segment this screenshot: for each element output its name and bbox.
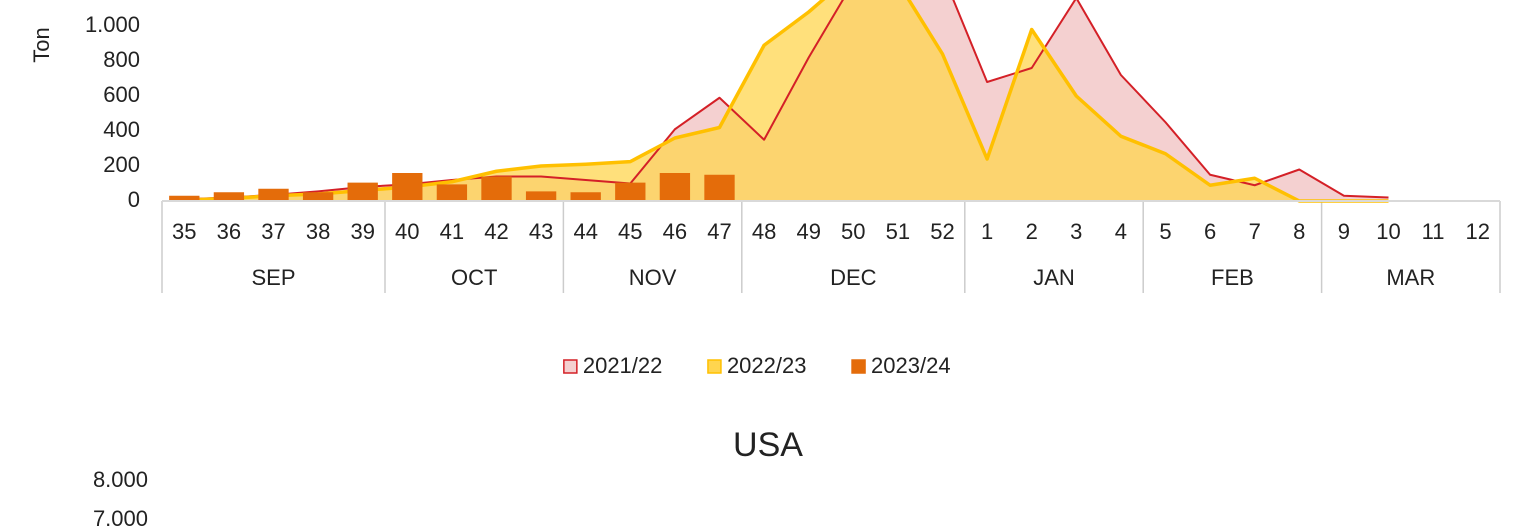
line <box>184 0 1389 203</box>
x-group-label: FEB <box>1211 265 1254 290</box>
x-tick-label: 39 <box>350 219 374 244</box>
y-axis-label: Ton <box>29 27 54 62</box>
legend-label: 2023/24 <box>871 353 951 378</box>
x-group-label: NOV <box>629 265 677 290</box>
area-lines <box>184 0 1389 203</box>
x-tick-label: 5 <box>1159 219 1171 244</box>
x-tick-label: 11 <box>1422 219 1445 244</box>
x-tick-label: 4 <box>1115 219 1127 244</box>
bar <box>525 191 557 201</box>
x-tick-label: 45 <box>618 219 642 244</box>
legend-swatch <box>851 359 866 374</box>
chart-title: USA <box>733 426 803 464</box>
bar <box>615 182 646 201</box>
y-tick-label: 800 <box>103 47 140 72</box>
y-tick-label: 200 <box>103 152 140 177</box>
legend-swatch <box>707 359 722 374</box>
x-tick-label: 50 <box>841 219 865 244</box>
bars <box>169 173 735 201</box>
x-tick-label: 51 <box>886 219 910 244</box>
x-group-label: MAR <box>1386 265 1435 290</box>
x-group-label: SEP <box>251 265 295 290</box>
x-tick-label: 9 <box>1338 219 1350 244</box>
x-tick-label: 48 <box>752 219 776 244</box>
x-tick-label: 43 <box>529 219 553 244</box>
bar <box>169 195 200 201</box>
x-tick-label: 40 <box>395 219 419 244</box>
y-tick-label: 7.000 <box>93 506 148 531</box>
legend-label: 2022/23 <box>727 353 807 378</box>
x-tick-label: 35 <box>172 219 196 244</box>
x-tick-label: 2 <box>1026 219 1038 244</box>
bar <box>258 188 289 201</box>
x-tick-label: 12 <box>1465 219 1489 244</box>
bar <box>481 176 512 201</box>
y-tick-label: 600 <box>103 82 140 107</box>
x-group-label: DEC <box>830 265 877 290</box>
x-tick-label: 46 <box>663 219 687 244</box>
legend-swatch <box>563 359 578 374</box>
x-tick-label: 47 <box>707 219 731 244</box>
x-tick-label: 10 <box>1376 219 1400 244</box>
x-tick-label: 42 <box>484 219 508 244</box>
legend-label: 2021/22 <box>583 353 663 378</box>
y-tick-label: 400 <box>103 117 140 142</box>
x-tick-label: 1 <box>981 219 993 244</box>
bar <box>570 192 601 201</box>
bar <box>659 173 691 201</box>
x-tick-label: 3 <box>1070 219 1082 244</box>
bar <box>392 173 423 201</box>
x-tick-label: 44 <box>573 219 597 244</box>
x-tick-label: 49 <box>796 219 820 244</box>
x-group-label: OCT <box>451 265 497 290</box>
x-group-label: JAN <box>1033 265 1075 290</box>
y-tick-label: 1.000 <box>85 12 140 37</box>
x-tick-label: 37 <box>261 219 285 244</box>
bar <box>347 182 378 201</box>
x-tick-label: 8 <box>1293 219 1305 244</box>
x-tick-label: 52 <box>930 219 954 244</box>
bar <box>704 174 735 201</box>
x-tick-label: 6 <box>1204 219 1216 244</box>
x-tick-label: 36 <box>217 219 241 244</box>
y-tick-label: 0 <box>128 187 140 212</box>
y-tick-label: 8.000 <box>93 467 148 492</box>
bar <box>302 192 334 201</box>
x-tick-label: 7 <box>1249 219 1261 244</box>
x-tick-label: 41 <box>440 219 464 244</box>
line <box>184 0 1389 201</box>
x-tick-label: 38 <box>306 219 330 244</box>
y-tick-label: 1.200 <box>85 0 140 2</box>
bar <box>213 192 245 201</box>
bar <box>436 184 468 201</box>
